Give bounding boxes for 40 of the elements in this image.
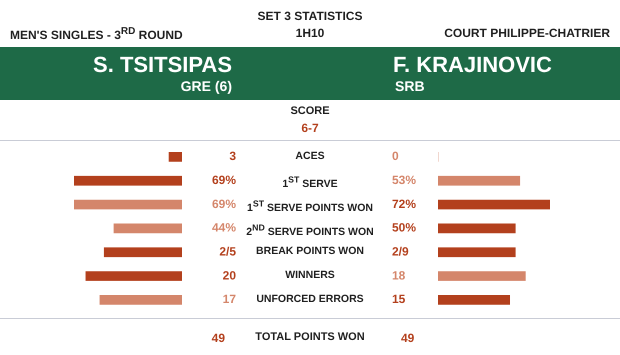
text: 0 [392,149,399,164]
text: GRE (6) [180,78,232,94]
text: 53% [392,173,416,188]
bar [438,176,520,186]
y-tick-label: 1$^{ST}$ SERVE POINTS WON [247,198,373,214]
text: TOTAL POINTS WON [255,331,365,343]
text: 20 [222,268,236,282]
y-tick-label: WINNERS [285,269,335,282]
text: SET 3 STATISTICS [256,9,364,23]
text: 6-7 [300,121,320,135]
bar [438,271,526,281]
text: SCORE [289,105,331,117]
y-tick-label: 1$^{ST}$ SERVE [282,174,338,190]
y-tick-label: BREAK POINTS WON [256,245,364,258]
text: F. KRAJINOVIC [393,52,552,78]
text: MEN'S SINGLES - 3$^{RD}$ ROUND [10,26,183,42]
y-tick-label: 2$^{ND}$ SERVE POINTS WON [246,222,374,238]
text: SRB [395,78,425,94]
text: 17 [222,292,236,306]
text: 1H10 [296,26,324,40]
bar [438,200,550,210]
text: 2/5 [219,244,236,259]
bar [438,295,510,305]
text: 49 [210,331,225,345]
text: 3 [229,149,236,164]
bar [438,247,516,258]
text: 69% [212,196,236,211]
y-tick-label: UNFORCED ERRORS [256,292,364,305]
text: 72% [392,196,416,211]
text: 50% [392,220,416,235]
text: 49 [401,331,414,345]
bar [438,224,516,234]
text: 44% [212,220,236,235]
text: 15 [392,292,406,306]
text: 18 [392,268,406,282]
text: S. TSITSIPAS [92,52,232,78]
text: 2/9 [392,244,409,259]
text: 69% [212,173,236,188]
text: COURT PHILIPPE-CHATRIER [443,26,610,40]
y-tick-label: ACES [295,150,325,162]
